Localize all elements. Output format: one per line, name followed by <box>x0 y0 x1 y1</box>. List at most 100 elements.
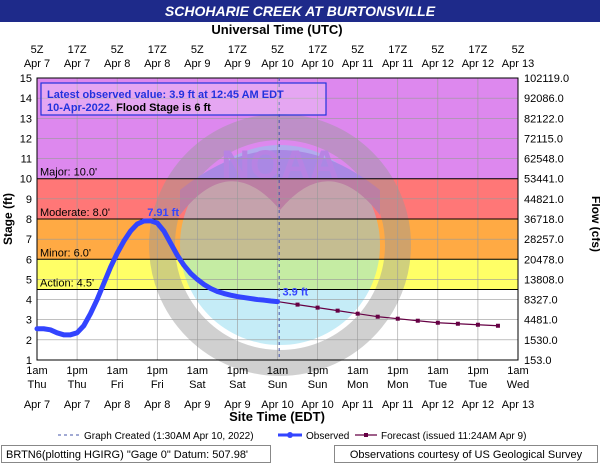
top-date-tick: Apr 7 <box>24 58 50 70</box>
bottom-date-tick: Apr 10 <box>301 399 333 411</box>
observed-point <box>41 326 46 331</box>
y-tick-label: 9 <box>26 194 32 206</box>
flow-tick-label: 153.0 <box>524 355 552 367</box>
label-moderate: Moderate: 8.0' <box>40 207 110 219</box>
top-time-tick: 17Z <box>468 44 487 56</box>
forecast-point <box>455 321 460 326</box>
bottom-time-tick: 1am <box>427 365 448 377</box>
forecast-point <box>475 322 480 327</box>
y-tick-label: 13 <box>20 113 32 125</box>
top-time-tick: 17Z <box>228 44 247 56</box>
bottom-day-tick: Thu <box>28 379 47 391</box>
observed-point <box>201 282 207 287</box>
top-time-tick: 5Z <box>111 44 124 56</box>
top-date-tick: Apr 8 <box>144 58 170 70</box>
gauge-datum-footer: BRTN6(plotting HGIRG) "Gage 0" Datum: 50… <box>1 445 271 463</box>
observed-point <box>175 253 180 258</box>
bottom-time-tick: 1am <box>187 365 208 377</box>
flow-tick-label: 1530.0 <box>524 335 558 347</box>
info-box: Latest observed value: 3.9 ft at 12:45 A… <box>40 82 327 116</box>
flow-tick-label: 92086.0 <box>524 93 564 105</box>
forecast-point <box>295 302 300 307</box>
bottom-time-tick: 1am <box>26 365 47 377</box>
observed-point <box>101 281 107 286</box>
bottom-time-tick: 1pm <box>147 365 168 377</box>
bottom-date-tick: Apr 13 <box>502 399 534 411</box>
bottom-date-tick: Apr 8 <box>144 399 170 411</box>
top-time-tick: 5Z <box>31 44 44 56</box>
forecast-point <box>495 323 500 328</box>
bottom-date-tick: Apr 11 <box>342 399 374 411</box>
bottom-day-tick: Mon <box>347 379 368 391</box>
y-tick-label: 14 <box>20 93 32 105</box>
forecast-point <box>315 305 320 310</box>
observed-point <box>228 292 233 298</box>
top-date-tick: Apr 7 <box>64 58 90 70</box>
bottom-date-tick: Apr 7 <box>64 399 90 411</box>
bottom-axis-label: Site Time (EDT) <box>229 409 325 424</box>
observed-point <box>148 218 153 224</box>
y-tick-label: 6 <box>26 254 32 266</box>
bottom-time-tick: 1pm <box>387 365 408 377</box>
forecast-point <box>375 314 380 319</box>
info-box-frame <box>40 82 327 116</box>
y-tick-label: 2 <box>26 335 32 347</box>
watermark-text: NOAA <box>221 143 339 187</box>
label-action: Action: 4.5' <box>40 278 94 290</box>
legend-observed-marker <box>287 432 293 438</box>
bottom-time-tick: 1am <box>267 365 288 377</box>
flow-tick-label: 8327.0 <box>524 295 558 307</box>
observed-point <box>135 221 140 227</box>
observed-point <box>88 311 93 316</box>
y-tick-label: 3 <box>26 315 32 327</box>
info-box-line1: Latest observed value: 3.9 ft at 12:45 A… <box>47 89 284 101</box>
top-time-tick: 17Z <box>148 44 167 56</box>
forecast-point <box>435 320 440 325</box>
observed-point <box>114 251 120 256</box>
label-minor: Minor: 6.0' <box>40 247 91 259</box>
observed-point <box>215 289 220 294</box>
observed-point <box>121 238 127 244</box>
observed-point <box>68 332 73 338</box>
legend-created-label: Graph Created (1:30AM Apr 10, 2022) <box>84 431 254 442</box>
top-axis-label: Universal Time (UTC) <box>211 22 342 37</box>
top-time-tick: 17Z <box>308 44 327 56</box>
bottom-date-tick: Apr 9 <box>184 399 210 411</box>
forecast-point <box>395 316 400 321</box>
bottom-date-tick: Apr 8 <box>104 399 130 411</box>
info-box-flood-stage: Flood Stage is 6 ft <box>113 102 211 114</box>
observed-point <box>181 263 187 268</box>
flow-tick-label: 36718.0 <box>524 214 564 226</box>
top-date-tick: Apr 12 <box>422 58 454 70</box>
top-time-tick: 17Z <box>68 44 87 56</box>
forecast-point <box>355 311 360 316</box>
top-time-tick: 5Z <box>271 44 284 56</box>
bottom-time-tick: 1am <box>106 365 127 377</box>
top-date-tick: Apr 9 <box>224 58 250 70</box>
flow-tick-label: 28257.0 <box>524 234 564 246</box>
legend: Graph Created (1:30AM Apr 10, 2022) Obser… <box>58 431 526 442</box>
flow-tick-label: 72115.0 <box>524 133 563 145</box>
bottom-date-tick: Apr 7 <box>24 399 50 411</box>
bottom-day-tick: Tue <box>429 379 448 391</box>
y-tick-label: 8 <box>26 214 32 226</box>
observed-point <box>268 298 274 304</box>
observed-point <box>128 228 133 234</box>
observations-credit-footer: Observations courtesy of US Geological S… <box>334 445 598 463</box>
top-time-tick: 5Z <box>431 44 444 56</box>
flow-tick-label: 62548.0 <box>524 154 564 166</box>
observed-point <box>141 218 147 224</box>
observed-point <box>34 326 40 331</box>
y-tick-label: 4 <box>26 295 32 307</box>
bottom-day-tick: Sun <box>308 379 328 391</box>
observed-point <box>188 271 193 276</box>
observed-point <box>195 277 200 282</box>
observed-point <box>208 286 213 291</box>
observed-point <box>94 297 100 302</box>
top-time-tick: 5Z <box>351 44 364 56</box>
bottom-date-tick: Apr 9 <box>224 399 250 411</box>
observed-point <box>275 299 280 304</box>
y-axis-label-right: Flow (cfs) <box>589 196 600 252</box>
bottom-day-tick: Mon <box>387 379 408 391</box>
bottom-date-tick: Apr 12 <box>462 399 494 411</box>
